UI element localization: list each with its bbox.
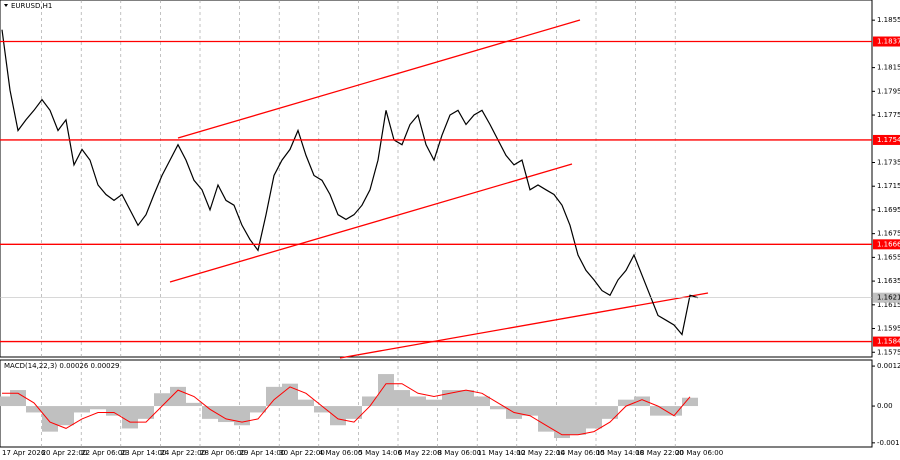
current-price-bg (873, 292, 900, 303)
x-tick-label: 28 Apr 06:00 (200, 449, 246, 457)
trend-line (339, 292, 709, 359)
x-tick-label: 29 Apr 14:00 (240, 449, 286, 457)
macd-bar (554, 406, 570, 439)
x-tick-label: 4 May 06:00 (319, 449, 363, 457)
x-tick-label: 20 Apr 22:00 (42, 449, 88, 457)
macd-bar (10, 390, 26, 407)
level-label: 1.1837 (877, 38, 900, 46)
x-tick-label: 24 Apr 22:00 (160, 449, 206, 457)
y-tick-label: 1.1575 (877, 348, 900, 356)
level-label-bg (873, 239, 900, 250)
x-tick-label: 17 Apr 2026 (2, 449, 46, 457)
x-tick-label: 15 May 14:00 (596, 449, 644, 457)
y-tick-label: 1.1795 (877, 87, 900, 95)
y-tick-label: 1.1775 (877, 111, 900, 119)
y-tick-label: 1.1595 (877, 325, 900, 333)
chart-title: EURUSD,H1 (11, 2, 52, 10)
macd-bar (234, 406, 250, 426)
macd-bar (122, 406, 138, 429)
x-tick-label: 6 May 22:00 (398, 449, 442, 457)
x-tick-label: 5 May 14:00 (358, 449, 402, 457)
macd-bar (634, 396, 650, 407)
macd-bar (282, 383, 298, 407)
macd-bar (458, 390, 474, 407)
macd-bar (138, 406, 154, 419)
y-tick-label: 0.00 (877, 402, 893, 410)
level-label-bg (873, 336, 900, 347)
macd-title: MACD(14,22,3) 0.00026 0.00029 (4, 362, 120, 370)
macd-bar (570, 406, 586, 435)
macd-bar (186, 402, 202, 407)
y-tick-label: 0.00125 (877, 362, 900, 370)
macd-bar (522, 406, 538, 416)
macd-bar (362, 396, 378, 407)
x-tick-label: 14 May 06:00 (556, 449, 604, 457)
macd-bar (586, 406, 602, 429)
macd-bar (298, 399, 314, 407)
macd-bar (202, 406, 218, 419)
y-tick-label: 1.1695 (877, 206, 900, 214)
y-tick-label: 1.1635 (877, 277, 900, 285)
x-tick-label: 12 May 22:00 (517, 449, 565, 457)
macd-bar (314, 406, 330, 413)
macd-bar (426, 399, 442, 407)
macd-bar (250, 406, 266, 413)
macd-bar (682, 397, 698, 407)
macd-bar (42, 406, 58, 432)
y-tick-label: 1.1735 (877, 158, 900, 166)
macd-bar (218, 406, 234, 423)
menu-arrow (4, 4, 8, 7)
macd-bar (154, 393, 170, 407)
x-tick-label: 18 May 22:00 (636, 449, 684, 457)
macd-bar (378, 374, 394, 407)
y-tick-label: 1.1855 (877, 16, 900, 24)
price-line (1, 29, 699, 336)
level-label: 1.1584 (877, 338, 900, 346)
macd-bar (90, 406, 106, 410)
macd-bar (602, 406, 618, 419)
level-label: 1.1754 (877, 136, 900, 144)
x-tick-label: 20 May 06:00 (675, 449, 723, 457)
y-tick-label: -0.00115 (877, 439, 900, 447)
level-label: 1.1666 (877, 240, 900, 248)
x-tick-label: 22 Apr 06:00 (81, 449, 127, 457)
x-tick-label: 11 May 14:00 (477, 449, 525, 457)
macd-bar (266, 386, 282, 407)
macd-bar (0, 396, 10, 407)
macd-bar (346, 406, 362, 419)
level-label-bg (873, 36, 900, 47)
x-tick-label: 8 May 06:00 (438, 449, 482, 457)
x-tick-label: 30 Apr 22:00 (279, 449, 325, 457)
macd-bar (106, 406, 122, 416)
x-tick-label: 23 Apr 14:00 (121, 449, 167, 457)
macd-bar (474, 396, 490, 407)
signal-line (2, 383, 691, 436)
trend-lines (169, 19, 709, 359)
macd-bar (330, 406, 346, 426)
y-tick-label: 1.1815 (877, 64, 900, 72)
macd-bar (74, 406, 90, 413)
y-tick-label: 1.1655 (877, 253, 900, 261)
macd-bar (58, 406, 74, 426)
y-tick-label: 1.1615 (877, 301, 900, 309)
macd-bar (410, 396, 426, 407)
macd-bar (650, 406, 666, 416)
trend-line (177, 19, 581, 139)
trend-line (169, 163, 573, 283)
price-panel (0, 0, 873, 358)
macd-bar (394, 390, 410, 407)
y-tick-label: 1.1715 (877, 182, 900, 190)
level-label-bg (873, 134, 900, 145)
current-price-label: 1.1621 (877, 294, 900, 302)
macd-bar (490, 406, 506, 410)
macd-bar (618, 399, 634, 407)
y-tick-label: 1.1675 (877, 230, 900, 238)
macd-bar (26, 406, 42, 413)
macd-bar (666, 406, 682, 416)
macd-bar (538, 406, 554, 432)
